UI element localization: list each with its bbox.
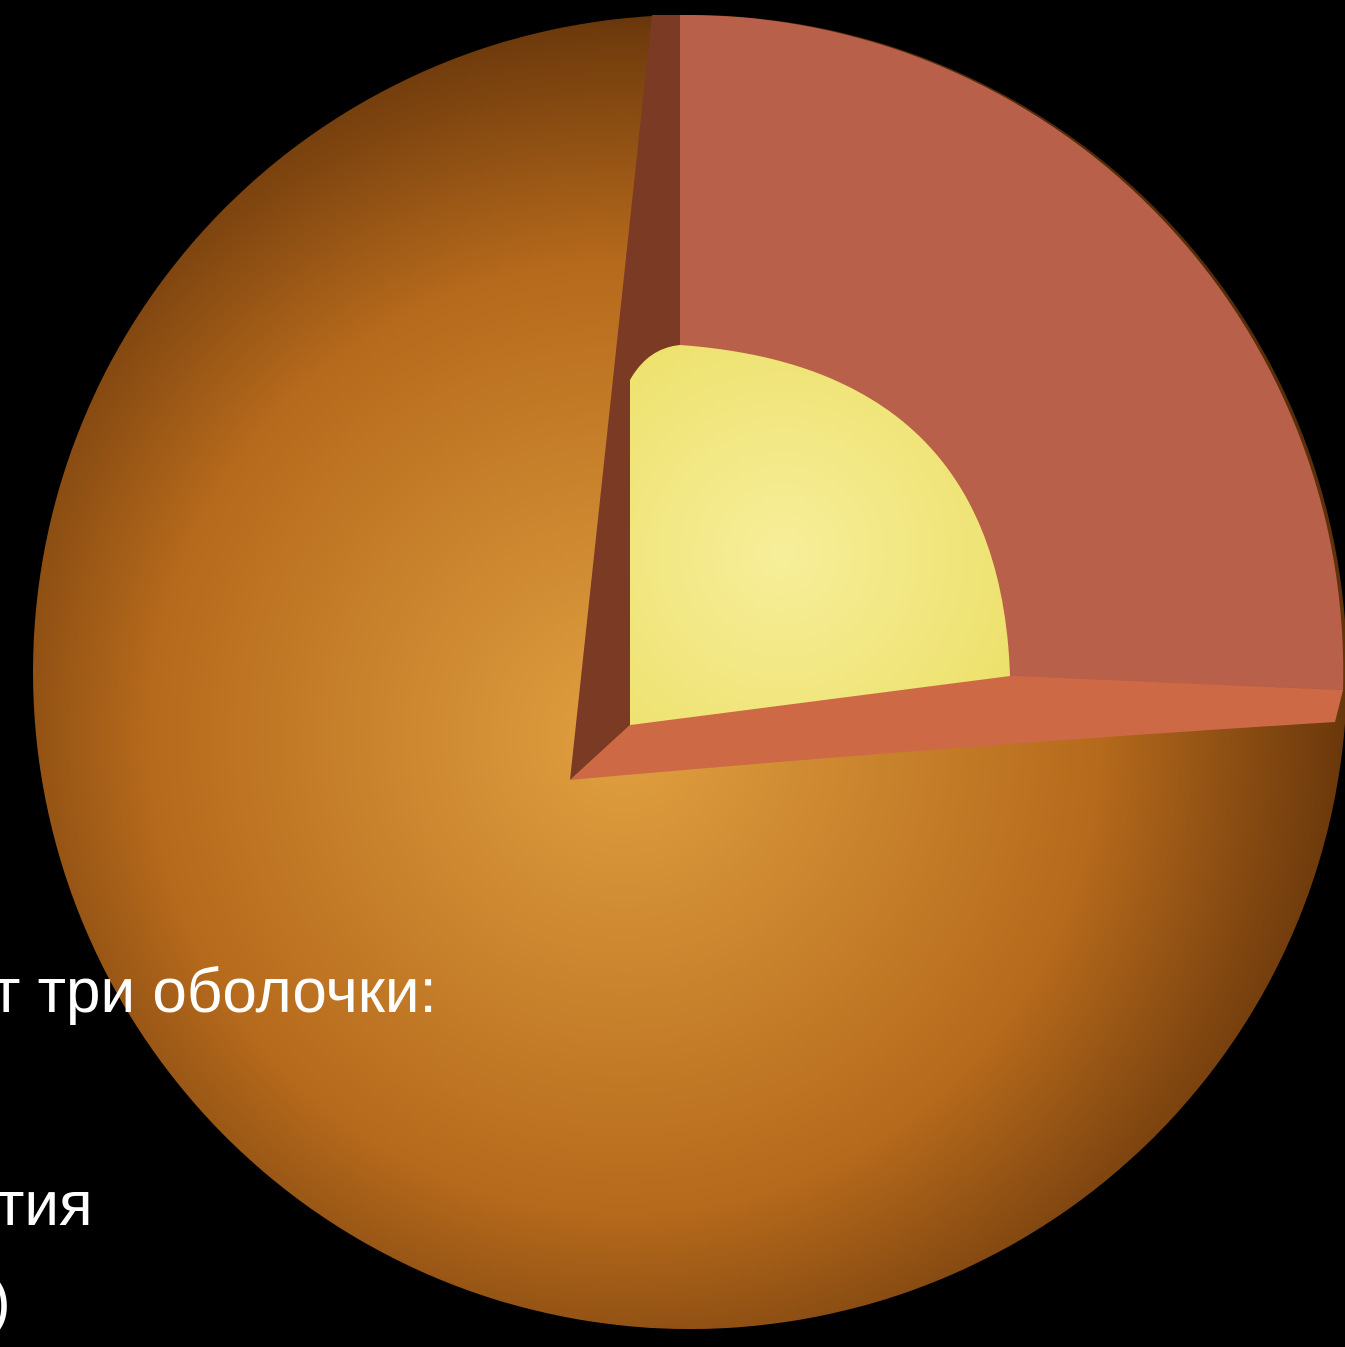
text-line: тия bbox=[0, 1170, 93, 1239]
core bbox=[630, 345, 1010, 725]
text-line: т три оболочки: bbox=[0, 957, 437, 1026]
cut-wall-bottom bbox=[570, 676, 1343, 780]
text-line: ) bbox=[0, 1267, 11, 1336]
cut-wall-left bbox=[570, 15, 680, 780]
mantle-face bbox=[680, 14, 1344, 691]
